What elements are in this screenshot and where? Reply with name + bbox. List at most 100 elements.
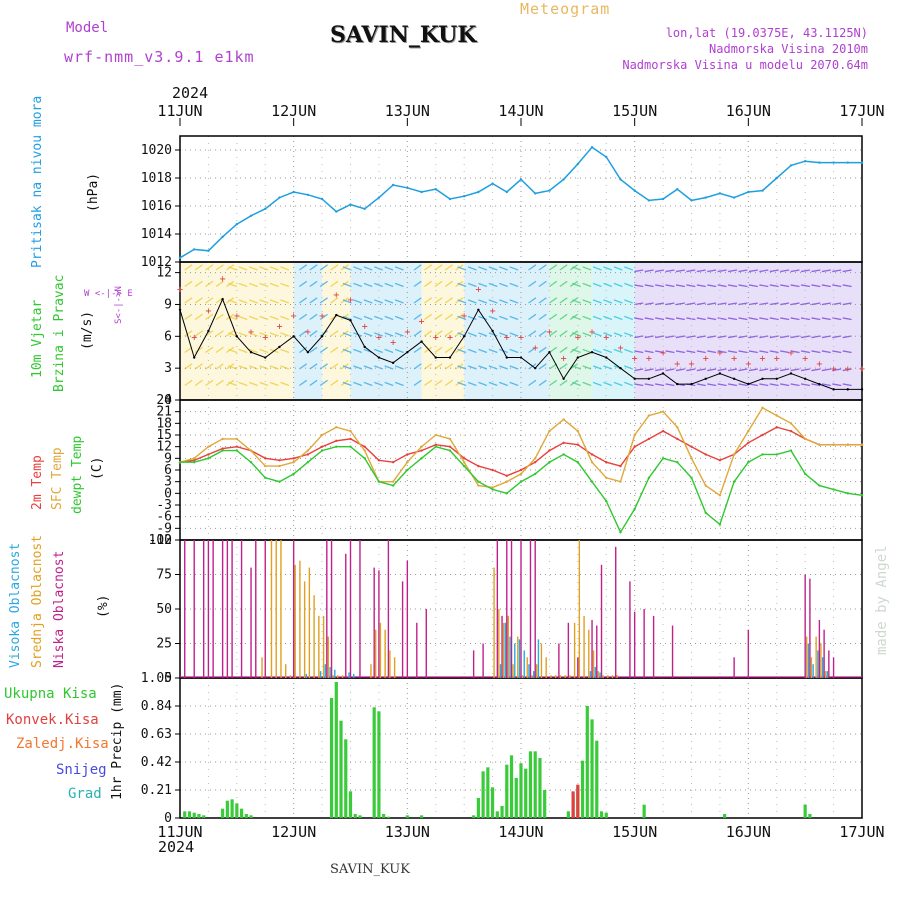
temp-1-point-28: [576, 429, 580, 433]
temp-1-point-34: [661, 410, 665, 413]
temp-2-point-0: [178, 461, 182, 464]
wind-speed-point-13: [363, 345, 366, 349]
temp-2-point-41: [761, 453, 764, 456]
wind-gust-mark-3: +: [220, 274, 226, 285]
pressure-point-6: [264, 207, 267, 210]
wind-barb-336: [613, 266, 623, 271]
wind-barb-4: [184, 330, 193, 337]
wind-barb-228: [467, 332, 477, 337]
wind-barb-267: [528, 313, 537, 321]
wind-barb-97: [309, 280, 318, 288]
temp-2-point-6: [264, 476, 267, 479]
wind-barb-225: [467, 282, 477, 288]
wind-barb-104: [319, 264, 328, 271]
wind-gust-mark-40: +: [745, 359, 751, 370]
wind-speed-point-5: [249, 351, 253, 354]
wind-barb-13: [194, 346, 203, 354]
wind-speed-point-43: [789, 372, 793, 375]
temp-1-point-29: [590, 461, 594, 464]
temp-2-point-23: [505, 492, 508, 495]
station-title: SAVIN_KUK: [330, 22, 477, 48]
wind-barb-235: [478, 315, 488, 321]
wind-barb-93: [298, 346, 308, 354]
wind-barb-475: [790, 317, 800, 321]
wind-barb-472: [790, 269, 800, 273]
wind-barb-333: [603, 348, 613, 354]
wind-barb-256: [509, 266, 519, 271]
pressure-point-42: [775, 176, 778, 180]
wind-barb-335: [603, 381, 613, 387]
wind-barb-482: [800, 302, 811, 306]
wind-barb-395: [686, 317, 696, 321]
wind-gust-mark-22: +: [490, 306, 496, 317]
compass-label: W <-|-> E: [84, 289, 133, 299]
temp-2-point-10: [320, 449, 324, 452]
cloud-ytick-label-4: 100: [149, 533, 172, 548]
precip-bar-0-0: [183, 811, 187, 818]
temp-0-point-21: [477, 464, 480, 468]
wind-speed-point-0: [178, 308, 182, 311]
temp-2-point-32: [633, 507, 636, 511]
wind-barb-183: [413, 379, 422, 387]
wind-speed-point-30: [605, 356, 608, 359]
wind-gust-mark-23: +: [504, 332, 510, 343]
temp-0-point-11: [335, 439, 338, 443]
wind-barb-310: [571, 365, 581, 370]
wind-barb-141: [353, 348, 363, 354]
pressure-point-29: [590, 146, 594, 149]
precip-panel: 0 0.21 0.42 0.63 0.84 1.05: [141, 671, 863, 826]
wind-barb-359: [634, 383, 644, 387]
wind-speed-point-4: [235, 335, 239, 338]
wind-barb-415: [707, 383, 717, 387]
wind-barb-156: [374, 332, 383, 337]
temp-2-point-21: [477, 480, 480, 483]
wind-barb-277: [538, 346, 547, 354]
wind-barb-271: [528, 379, 537, 387]
wind-barb-257: [509, 282, 519, 288]
wind-barb-393: [686, 284, 696, 288]
wind-barb-304: [571, 266, 581, 271]
wind-barb-311: [571, 381, 581, 387]
temp-0-point-25: [534, 461, 537, 464]
wind-barb-474: [790, 302, 800, 306]
wind-speed-point-15: [391, 361, 395, 365]
meteogram-label: Meteogram: [520, 0, 611, 18]
wind-speed-point-25: [534, 366, 537, 370]
wind-barb-249: [499, 282, 508, 288]
wind-barb-273: [538, 280, 547, 288]
wind-barb-48: [238, 266, 248, 271]
wind-barb-50: [238, 299, 248, 304]
wind-barb-404: [696, 335, 706, 339]
wind-barb-463: [769, 383, 779, 387]
wind-gust-mark-28: +: [575, 332, 581, 343]
temp-2-point-24: [519, 480, 523, 483]
wind-barb-179: [413, 313, 422, 321]
wind-barb-227: [467, 315, 477, 321]
wind-speed-point-26: [548, 351, 551, 354]
wind-barb-146: [363, 299, 373, 304]
wind-barb-437: [738, 350, 748, 354]
wind-barb-226: [467, 299, 477, 304]
wind-barb-285: [549, 346, 558, 354]
wind-barb-218: [457, 299, 467, 304]
temp-2-point-14: [377, 480, 381, 483]
wind-barb-288: [559, 264, 568, 271]
pressure-point-24: [519, 178, 523, 181]
wind-barb-64: [259, 266, 269, 271]
wind-barb-381: [665, 350, 675, 354]
wind-barb-390: [675, 368, 685, 372]
temp-0-point-36: [690, 445, 693, 448]
wind-barb-111: [319, 379, 328, 387]
temperature-ytick-label-8: 12: [156, 440, 172, 455]
wind-barb-371: [655, 317, 665, 321]
wind-barb-130: [342, 299, 352, 304]
wind-barb-109: [319, 346, 328, 354]
pressure-point-38: [718, 192, 722, 195]
pressure-point-19: [448, 197, 452, 201]
wind-barb-91: [298, 313, 308, 321]
wind-barb-328: [603, 266, 613, 271]
wind-barb-184: [424, 264, 433, 271]
top-day-label-1: 12JUN: [271, 102, 316, 120]
wind-barb-320: [592, 266, 602, 271]
wind-barb-330: [603, 299, 613, 304]
